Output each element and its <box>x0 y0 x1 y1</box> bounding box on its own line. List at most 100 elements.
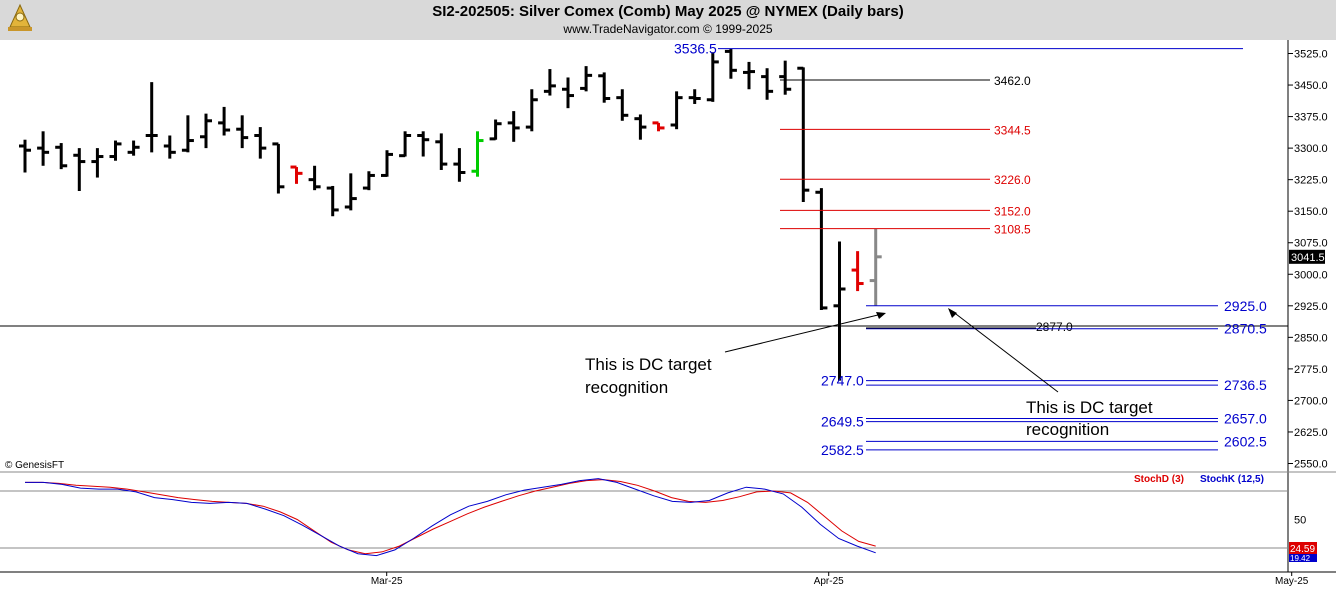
stochK-last-box <box>1289 554 1317 562</box>
level-label: 2736.5 <box>1224 377 1267 393</box>
price-bar <box>399 131 412 158</box>
price-bar <box>218 106 231 136</box>
level-label: 2870.5 <box>1224 321 1267 337</box>
price-bar <box>181 115 194 153</box>
price-bar <box>724 48 737 79</box>
price-bar <box>688 89 701 104</box>
price-bar <box>797 66 810 202</box>
level-label: 2602.5 <box>1224 433 1267 449</box>
stochK-legend: StochK (12,5) <box>1200 474 1264 485</box>
chart-header <box>0 0 1336 40</box>
level-label: 2747.0 <box>821 373 864 389</box>
annotation-2-line1: This is DC target <box>1026 398 1153 417</box>
price-bar <box>453 148 466 182</box>
price-bar <box>308 165 321 191</box>
annotation-1-line2: recognition <box>585 378 668 397</box>
price-bar <box>344 173 357 211</box>
price-bar <box>19 139 31 173</box>
stochD-line <box>25 479 876 555</box>
price-bar <box>73 148 86 192</box>
stochK-last-label: 19.42 <box>1290 554 1311 563</box>
price-bar <box>489 119 502 141</box>
price-tick-label: 2550.0 <box>1294 459 1328 471</box>
last-price-label: 3041.5 <box>1291 252 1325 264</box>
level-label: 2649.5 <box>821 414 864 430</box>
price-tick-label: 3450.0 <box>1294 80 1328 92</box>
chart-title: SI2-202505: Silver Comex (Comb) May 2025… <box>432 3 904 20</box>
price-bar <box>417 131 430 157</box>
price-tick-label: 3525.0 <box>1294 49 1328 61</box>
price-tick-label: 2700.0 <box>1294 395 1328 407</box>
price-bar <box>833 241 846 381</box>
level-label: 3152.0 <box>994 204 1031 218</box>
price-bar <box>779 60 792 95</box>
price-bar <box>652 121 665 132</box>
stoch-tick-label: 50 <box>1294 515 1306 527</box>
price-bar <box>326 185 339 217</box>
price-bar <box>109 140 122 161</box>
chart-subtitle: www.TradeNavigator.com © 1999-2025 <box>563 22 773 36</box>
price-tick-label: 2625.0 <box>1294 427 1328 439</box>
price-bar <box>670 91 683 130</box>
time-tick-label: Apr-25 <box>814 576 844 587</box>
price-tick-label: 3300.0 <box>1294 143 1328 155</box>
price-bar <box>706 52 719 102</box>
price-bar <box>851 251 864 292</box>
price-bar <box>743 61 755 90</box>
price-bar <box>580 66 593 92</box>
level-label: 2582.5 <box>821 442 864 458</box>
price-bar <box>562 77 574 109</box>
price-bar <box>543 69 556 96</box>
price-bar <box>272 142 285 194</box>
price-bar <box>525 89 538 132</box>
price-bar <box>145 82 158 153</box>
price-tick-label: 3150.0 <box>1294 206 1328 218</box>
price-bar <box>869 228 882 306</box>
annotation-1-line1: This is DC target <box>585 355 712 374</box>
price-bar <box>163 135 176 159</box>
price-bar <box>37 131 50 166</box>
annotation-1-arrowhead <box>876 312 886 319</box>
price-bar <box>362 171 375 191</box>
price-tick-label: 3225.0 <box>1294 175 1328 187</box>
price-bar <box>91 148 104 178</box>
price-plot <box>19 48 882 381</box>
level-label: 2657.0 <box>1224 411 1267 427</box>
stochD-legend: StochD (3) <box>1134 474 1184 485</box>
price-tick-label: 3075.0 <box>1294 238 1328 250</box>
copyright-label: © GenesisFT <box>5 460 64 471</box>
price-bar <box>471 131 484 177</box>
price-bar <box>815 188 828 311</box>
price-bar <box>127 140 140 156</box>
annotation-2-arrowhead <box>948 308 957 318</box>
price-bar <box>381 150 393 177</box>
level-label: 2925.0 <box>1224 298 1267 314</box>
trade-navigator-logo <box>8 3 32 31</box>
time-tick-label: Mar-25 <box>371 576 403 587</box>
price-bar <box>761 68 774 100</box>
time-tick-label: May-25 <box>1275 576 1309 587</box>
stochK-line <box>25 478 876 557</box>
price-tick-label: 3000.0 <box>1294 269 1328 281</box>
price-bar <box>55 143 68 170</box>
price-bar <box>236 115 249 149</box>
price-tick-label: 2850.0 <box>1294 332 1328 344</box>
price-tick-label: 2775.0 <box>1294 364 1328 376</box>
price-bar <box>507 111 520 142</box>
price-bar <box>598 72 611 103</box>
level-label: 3108.5 <box>994 223 1031 237</box>
level-label: 3536.5 <box>674 41 717 57</box>
price-bar <box>634 114 647 140</box>
price-bar <box>290 165 303 184</box>
price-tick-label: 2925.0 <box>1294 301 1328 313</box>
annotation-2-line2: recognition <box>1026 420 1109 439</box>
level-label: 3344.5 <box>994 123 1031 137</box>
annotation-2-arrow <box>951 310 1059 393</box>
price-bar <box>616 89 629 121</box>
price-axis: 2550.0 2625.0 2700.0 2775.0 2850.0 2925.0 3000… <box>371 49 1328 588</box>
level-label: 3462.0 <box>994 74 1031 88</box>
stochD-last-label: 24.59 <box>1290 544 1315 555</box>
level-label: 3226.0 <box>994 173 1031 187</box>
